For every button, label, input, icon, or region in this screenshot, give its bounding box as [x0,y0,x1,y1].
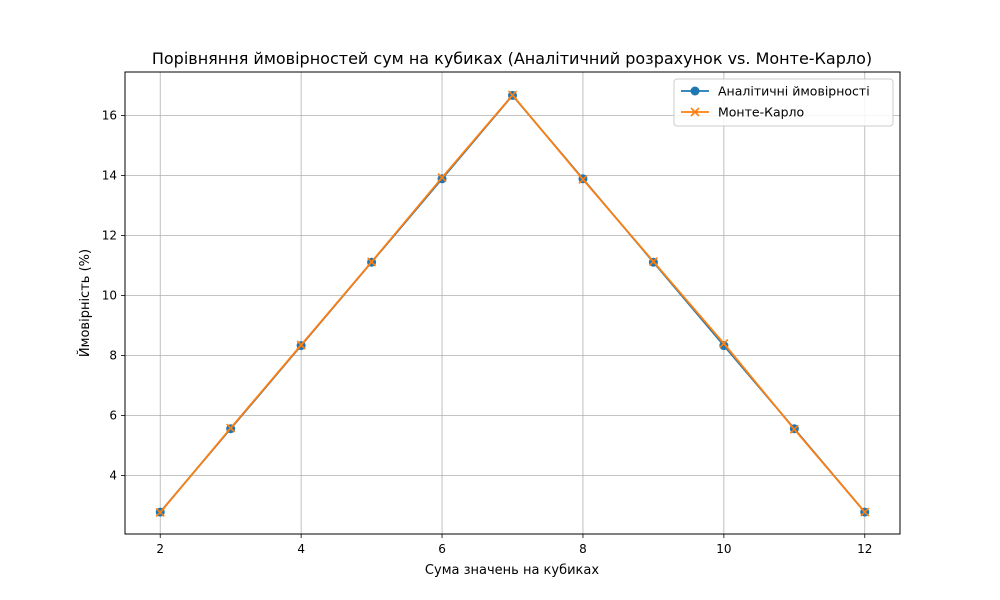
legend-entry-label: Монте-Карло [718,105,804,120]
x-tick-label: 4 [297,542,305,556]
y-tick-label: 10 [102,289,117,303]
y-tick-label: 12 [102,229,117,243]
ticks-layer: 2 4 6 8 10 12 4 6 8 10 12 14 16 [102,109,873,557]
series-2 [155,90,870,517]
legend: Аналітичні ймовірності Монте-Карло [673,78,894,127]
legend-box [673,78,894,127]
data-point [648,257,658,267]
y-tick-label: 4 [109,469,117,483]
series-layer [155,90,870,517]
y-tick-label: 14 [102,169,117,183]
data-point [437,173,447,183]
data-point [578,174,588,184]
data-point [155,507,165,517]
data-point-stroke [789,424,799,434]
data-point [789,424,799,434]
data-point [719,338,729,349]
data-point-stroke [860,507,870,517]
data-point-stroke [507,90,518,100]
y-tick-label: 6 [109,409,117,423]
x-tick-label: 10 [716,542,731,556]
grid-layer [125,72,900,534]
chart-title: Порівняння ймовірностей сум на кубиках (… [152,49,872,68]
legend-swatch-marker [690,107,700,117]
x-tick-label: 8 [579,542,587,556]
data-point [296,340,306,350]
data-point [226,423,236,433]
y-tick-label: 8 [109,349,117,363]
data-point [860,507,870,517]
x-tick-label: 6 [438,542,446,556]
legend-entry-label: Аналітичні ймовірності [718,84,870,99]
data-point-stroke [578,174,588,184]
data-point-stroke [437,173,447,183]
data-point-stroke [226,423,236,433]
x-tick-label: 12 [857,542,872,556]
data-point-stroke [648,257,658,267]
data-point-stroke [296,340,306,350]
y-tick-label: 16 [102,109,117,123]
data-point [367,257,377,267]
plot-area-frame [124,71,901,535]
x-tick-label: 2 [156,542,164,556]
x-axis-title: Сума значень на кубиках [425,563,599,578]
y-axis-title: Ймовірність (%) [77,249,93,357]
data-point [507,90,518,100]
data-point [719,341,729,351]
data-point-stroke [719,338,729,349]
legend-swatch-marker-stroke [690,107,700,117]
data-point-stroke [367,257,377,267]
legend-swatch-marker [690,86,700,96]
data-point-stroke [155,507,165,517]
